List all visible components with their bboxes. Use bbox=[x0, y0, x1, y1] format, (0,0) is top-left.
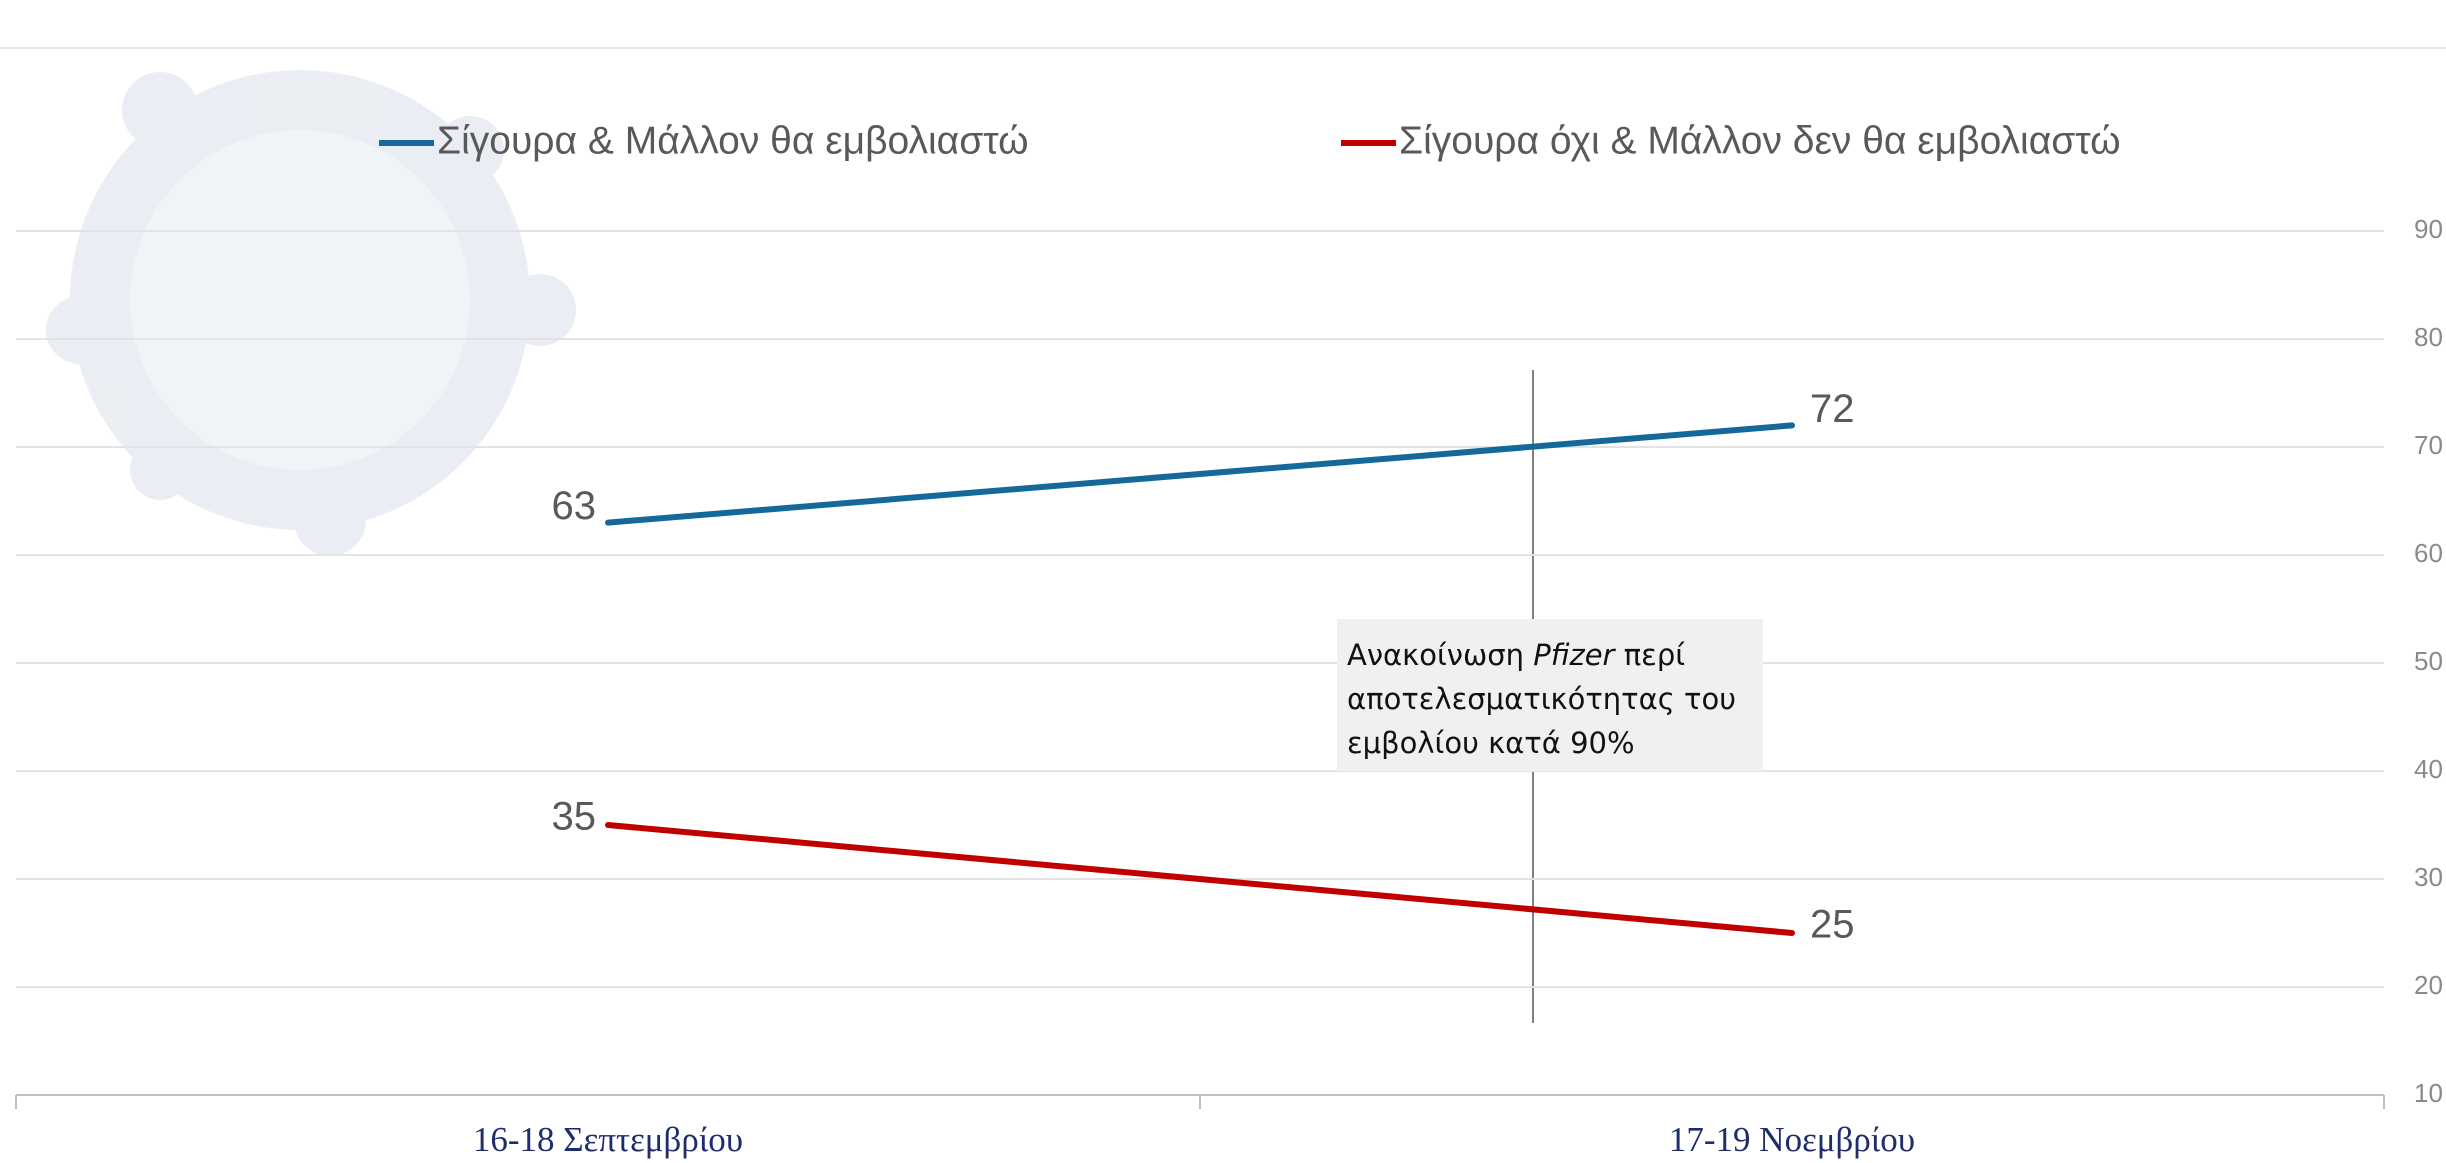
series-line bbox=[608, 425, 1792, 522]
legend-label: Σίγουρα & Μάλλον θα εμβολιαστώ bbox=[437, 119, 1029, 162]
annotation-text: Ανακοίνωση bbox=[1347, 638, 1533, 672]
y-tick-label: 30 bbox=[2414, 862, 2443, 892]
y-tick-label: 70 bbox=[2414, 430, 2443, 460]
y-tick-label: 50 bbox=[2414, 646, 2443, 676]
y-tick-label: 60 bbox=[2414, 538, 2443, 568]
annotation: Ανακοίνωση Pfizer περί αποτελεσματικότητ… bbox=[1337, 619, 1763, 771]
y-tick-label: 20 bbox=[2414, 970, 2443, 1000]
data-label: 25 bbox=[1810, 903, 1855, 947]
y-tick-label: 40 bbox=[2414, 754, 2443, 784]
page: 10 20 30 40 50 60 70 80 90 16-18 Σεπτεμβρίου 17-19… bbox=[0, 0, 2446, 1163]
data-label: 35 bbox=[552, 795, 597, 839]
x-tick-label: 17-19 Νοεμβρίου bbox=[1669, 1120, 1915, 1159]
x-tick-label: 16-18 Σεπτεμβρίου bbox=[473, 1120, 743, 1159]
data-label: 63 bbox=[552, 484, 597, 528]
chart: 10 20 30 40 50 60 70 80 90 16-18 Σεπτεμβρίου 17-19… bbox=[0, 0, 2446, 1163]
y-tick-label: 10 bbox=[2414, 1078, 2443, 1108]
legend-label: Σίγουρα όχι & Μάλλον δεν θα εμβολιαστώ bbox=[1399, 119, 2121, 162]
y-tick-label: 90 bbox=[2414, 214, 2443, 244]
y-tick-label: 80 bbox=[2414, 322, 2443, 352]
data-label: 72 bbox=[1810, 387, 1855, 431]
annotation-emphasis: Pfizer bbox=[1533, 638, 1614, 672]
